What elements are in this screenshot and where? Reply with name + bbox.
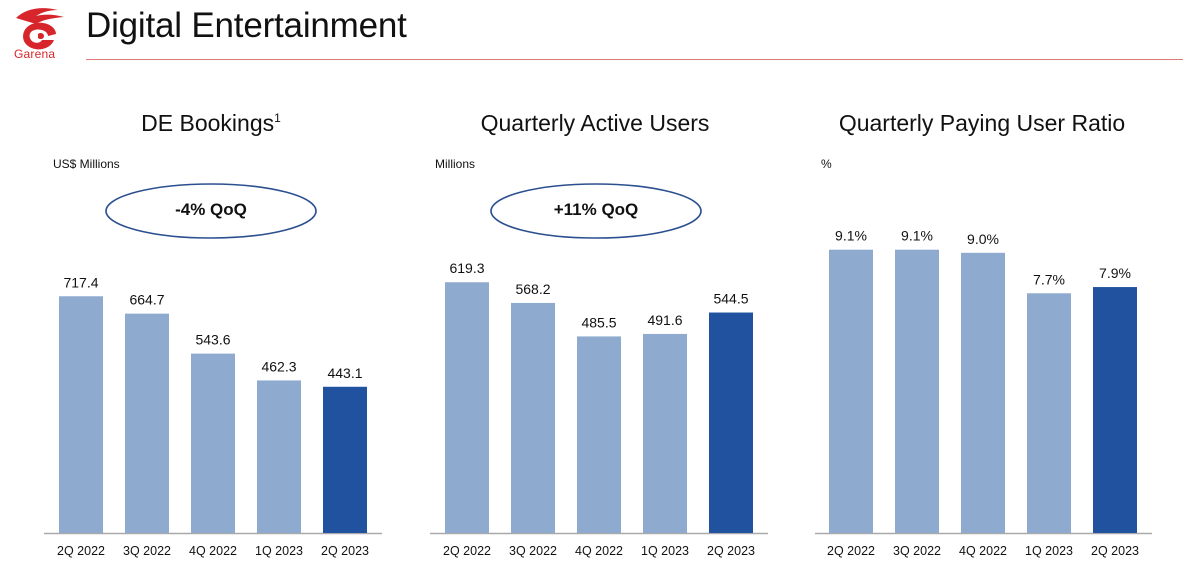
data-label: 543.6 <box>195 332 230 348</box>
qoq-badge-ellipse-de-bookings <box>105 183 317 239</box>
title-divider <box>86 59 1183 60</box>
unit-label-de-bookings: US$ Millions <box>53 157 120 171</box>
page-title: Digital Entertainment <box>86 6 407 45</box>
data-label: 664.7 <box>129 292 164 308</box>
bar-4q-2022 <box>961 252 1005 533</box>
x-tick-label: 3Q 2022 <box>509 544 557 558</box>
unit-label-quarterly-active-users: Millions <box>435 157 476 171</box>
data-label: 544.5 <box>713 291 748 307</box>
panel-title-quarterly-active-users: Quarterly Active Users <box>480 110 710 136</box>
x-tick-label: 4Q 2022 <box>959 544 1007 558</box>
x-tick-label: 1Q 2023 <box>1025 544 1073 558</box>
x-tick-label: 1Q 2023 <box>255 544 303 558</box>
data-label: 7.7% <box>1033 271 1065 287</box>
bar-2q-2022 <box>445 282 489 533</box>
x-tick-label: 2Q 2023 <box>707 544 755 558</box>
bar-3q-2022 <box>895 249 939 533</box>
panel-title-de-bookings: DE Bookings1 <box>141 110 281 137</box>
data-label: 9.1% <box>835 228 867 244</box>
x-tick-label: 4Q 2022 <box>575 544 623 558</box>
data-label: 443.1 <box>327 365 362 381</box>
bar-3q-2022 <box>511 302 555 533</box>
x-tick-label: 2Q 2023 <box>321 544 369 558</box>
bar-2q-2022 <box>59 296 103 533</box>
x-tick-label: 4Q 2022 <box>189 544 237 558</box>
data-label: 717.4 <box>63 274 98 290</box>
data-label: 462.3 <box>261 358 296 374</box>
data-label: 7.9% <box>1099 265 1131 281</box>
bar-4q-2022 <box>577 336 621 533</box>
bar-3q-2022 <box>125 313 169 533</box>
data-label: 568.2 <box>515 281 550 297</box>
data-label: 619.3 <box>449 260 484 276</box>
x-tick-label: 1Q 2023 <box>641 544 689 558</box>
qoq-badge-quarterly-active-users: +11% QoQ <box>553 200 639 219</box>
chart-quarterly-active-users: 619.3 2Q 2022 568.2 3Q 2022 485.5 4Q 2022 491.… <box>430 260 768 558</box>
unit-label-paying-user-ratio: % <box>821 157 832 171</box>
data-label: 485.5 <box>581 314 616 330</box>
qoq-badge-de-bookings: -4% QoQ <box>175 200 247 219</box>
bar-1q-2023 <box>643 333 687 533</box>
logo-text: Garena <box>14 47 56 61</box>
x-tick-label: 2Q 2022 <box>827 544 875 558</box>
x-tick-label: 2Q 2022 <box>443 544 491 558</box>
data-label: 491.6 <box>647 312 682 328</box>
bar-2q-2023 <box>323 386 367 533</box>
data-label: 9.1% <box>901 228 933 244</box>
footnote-marker: 1 <box>274 111 281 125</box>
garena-logo-icon <box>16 8 64 50</box>
panel-title-paying-user-ratio: Quarterly Paying User Ratio <box>838 110 1126 136</box>
bar-2q-2022 <box>829 249 873 533</box>
x-tick-label: 2Q 2022 <box>57 544 105 558</box>
bar-1q-2023 <box>1027 293 1071 533</box>
bar-1q-2023 <box>257 380 301 533</box>
x-tick-label: 3Q 2022 <box>893 544 941 558</box>
x-tick-label: 3Q 2022 <box>123 544 171 558</box>
chart-quarterly-paying-user-ratio: 9.1% 2Q 2022 9.1% 3Q 2022 9.0% 4Q 2022 7.7% 1Q … <box>815 228 1152 558</box>
data-label: 9.0% <box>967 231 999 247</box>
x-tick-label: 2Q 2023 <box>1091 544 1139 558</box>
chart-de-bookings: 717.4 2Q 2022 664.7 3Q 2022 543.6 4Q 2022 462.… <box>44 274 382 558</box>
qoq-badge-ellipse-quarterly-active-users <box>490 183 702 239</box>
bar-2q-2023 <box>1093 287 1137 533</box>
bar-2q-2023 <box>709 312 753 533</box>
panel-title-text: DE Bookings <box>141 110 275 136</box>
bar-4q-2022 <box>191 353 235 533</box>
